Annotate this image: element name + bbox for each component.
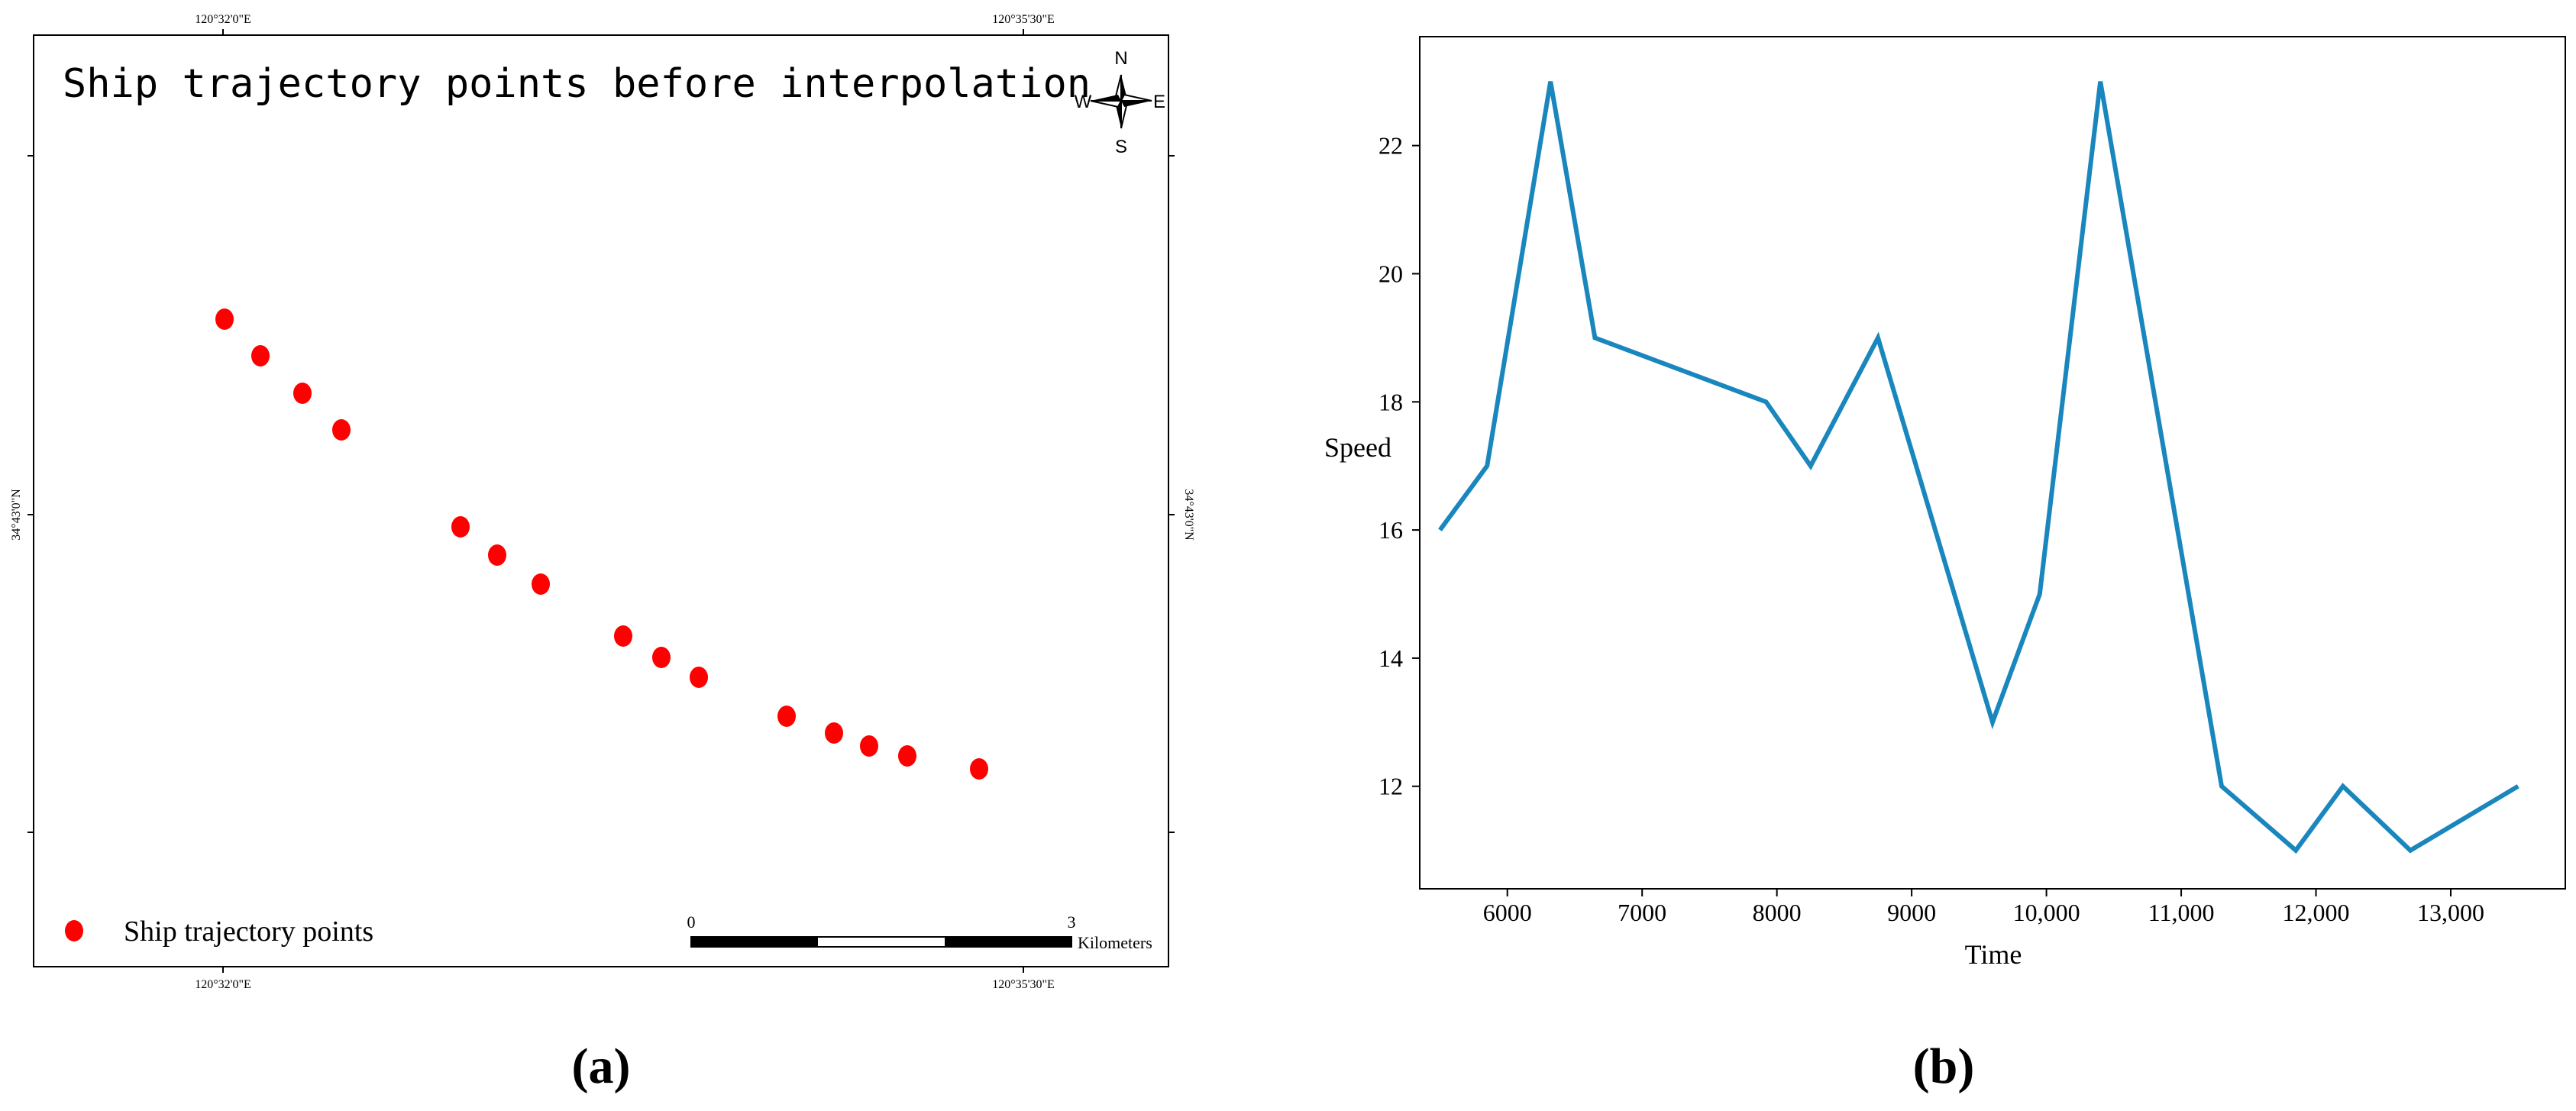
coord-label-left: 34°43'0"N	[10, 489, 23, 541]
y-tick-label: 16	[1378, 516, 1403, 544]
coord-label-top-right: 120°35'30"E	[992, 13, 1055, 26]
y-axis: 12 14 16 18 20 22	[1378, 132, 1420, 800]
trajectory-point	[690, 667, 708, 688]
trajectory-point	[293, 383, 312, 404]
trajectory-point	[970, 758, 988, 780]
speed-chart: 6000 7000 8000 9000 10,000 11,000 12,000 13,000…	[1324, 36, 2566, 970]
compass-icon: N S E W	[1075, 48, 1165, 157]
legend-point-marker	[65, 920, 83, 941]
map-panel: 120°32'0"E 120°35'30"E 120°32'0"E 120°35…	[10, 13, 1195, 991]
scale-bar: 0 3 Kilometers	[687, 912, 1152, 952]
trajectory-point	[451, 516, 470, 538]
coord-label-bottom-left: 120°32'0"E	[195, 978, 251, 991]
x-tick-label: 6000	[1483, 899, 1532, 926]
x-tick-label: 12,000	[2283, 899, 2350, 926]
speed-series-line	[1438, 81, 2519, 854]
map-title: Ship trajectory points before interpolat…	[63, 61, 1091, 107]
trajectory-point	[898, 745, 916, 767]
map-legend: Ship trajectory points	[65, 916, 373, 948]
scale-bar-unit-label: Kilometers	[1078, 933, 1152, 952]
coord-label-right: 34°43'0"N	[1182, 489, 1195, 541]
x-tick-label: 9000	[1887, 899, 1936, 926]
trajectory-point	[652, 647, 671, 668]
scale-bar-start-label: 0	[687, 912, 696, 932]
trajectory-point	[488, 544, 506, 566]
trajectory-point	[777, 706, 796, 727]
x-tick-label: 11,000	[2148, 899, 2215, 926]
trajectory-point	[860, 735, 878, 757]
trajectory-points	[215, 308, 988, 780]
y-tick-label: 12	[1378, 773, 1403, 800]
legend-label: Ship trajectory points	[124, 916, 373, 948]
compass-north-label: N	[1114, 48, 1127, 69]
y-tick-label: 18	[1378, 388, 1403, 415]
scale-bar-end-label: 3	[1068, 912, 1076, 932]
x-tick-label: 13,000	[2417, 899, 2484, 926]
map-frame	[33, 34, 1169, 967]
coord-label-top-left: 120°32'0"E	[195, 13, 251, 26]
x-tick-label: 8000	[1753, 899, 1802, 926]
trajectory-point	[215, 308, 234, 330]
trajectory-point	[614, 625, 632, 647]
panel-label-b: (b)	[1913, 1038, 1975, 1094]
y-tick-label: 20	[1378, 260, 1403, 287]
chart-frame	[1419, 36, 2566, 890]
trajectory-point	[332, 419, 351, 441]
panel-label-a: (a)	[572, 1038, 631, 1094]
x-tick-label: 7000	[1618, 899, 1666, 926]
compass-east-label: E	[1153, 92, 1165, 112]
trajectory-point	[825, 722, 843, 744]
x-tick-label: 10,000	[2013, 899, 2080, 926]
y-axis-label: Speed	[1324, 432, 1391, 463]
trajectory-point	[532, 573, 550, 595]
y-tick-label: 22	[1378, 132, 1403, 160]
x-axis-label: Time	[1965, 939, 2022, 970]
x-axis: 6000 7000 8000 9000 10,000 11,000 12,000 13,000	[1483, 889, 2484, 926]
coord-label-bottom-right: 120°35'30"E	[992, 978, 1055, 991]
compass-south-label: S	[1115, 137, 1127, 157]
compass-west-label: W	[1075, 92, 1092, 112]
y-tick-label: 14	[1378, 644, 1403, 672]
trajectory-point	[251, 345, 270, 367]
graticule-ticks	[27, 29, 1175, 973]
